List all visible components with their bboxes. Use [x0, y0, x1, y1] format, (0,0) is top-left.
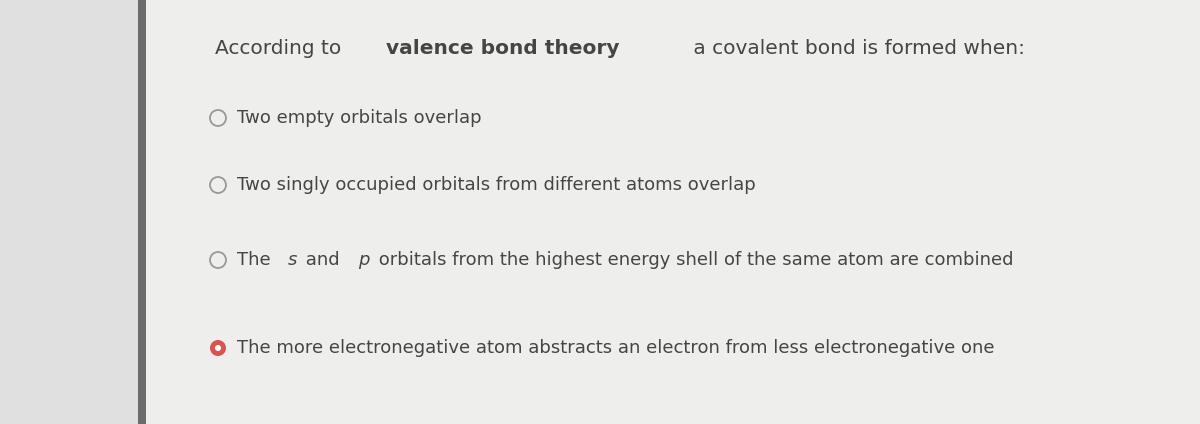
Text: Two empty orbitals overlap: Two empty orbitals overlap — [238, 109, 481, 127]
Bar — [138, 0, 146, 424]
Circle shape — [210, 340, 226, 356]
Text: orbitals from the highest energy shell of the same atom are combined: orbitals from the highest energy shell o… — [373, 251, 1014, 269]
Text: s: s — [288, 251, 298, 269]
FancyBboxPatch shape — [138, 0, 1200, 424]
Text: a covalent bond is formed when:: a covalent bond is formed when: — [688, 39, 1026, 58]
Text: Two singly occupied orbitals from different atoms overlap: Two singly occupied orbitals from differ… — [238, 176, 756, 194]
Text: valence bond theory: valence bond theory — [386, 39, 619, 58]
Text: and: and — [300, 251, 346, 269]
Circle shape — [215, 345, 221, 351]
Text: p: p — [359, 251, 370, 269]
Text: The: The — [238, 251, 276, 269]
Text: According to: According to — [215, 39, 348, 58]
Text: The more electronegative atom abstracts an electron from less electronegative on: The more electronegative atom abstracts … — [238, 339, 995, 357]
